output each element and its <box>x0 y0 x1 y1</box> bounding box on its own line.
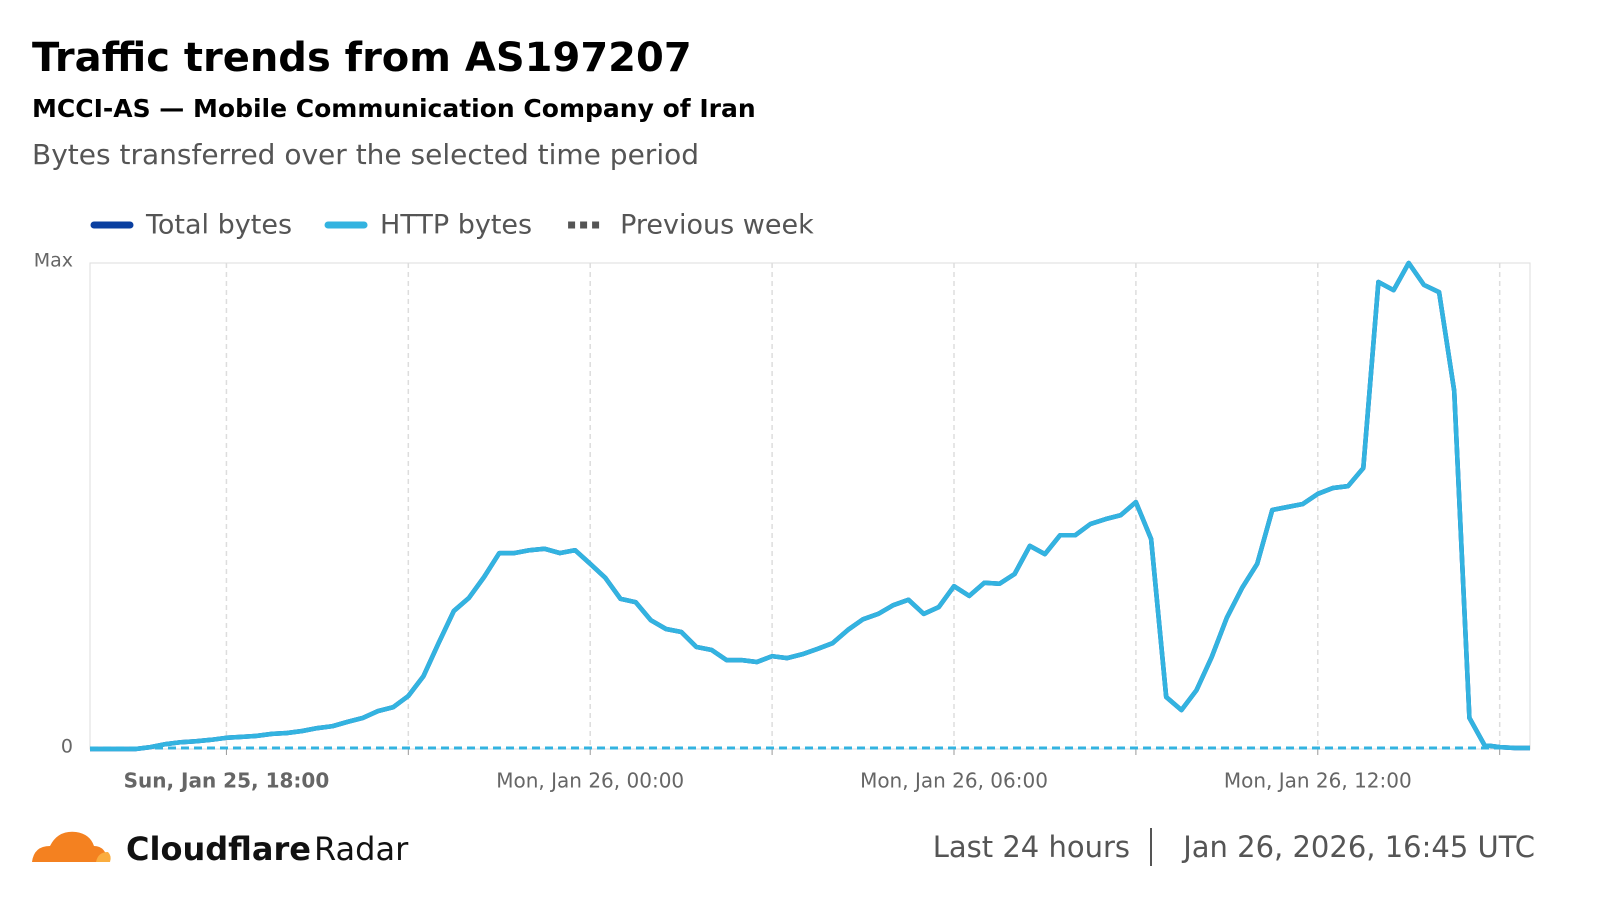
series-line <box>90 260 1530 752</box>
chart-description: Bytes transferred over the selected time… <box>32 138 699 171</box>
brand: Cloudflare <box>126 830 311 868</box>
product: Radar <box>314 830 409 868</box>
legend-label[interactable]: Total bytes <box>145 210 292 241</box>
chart-title: Traffic trends from AS197207 <box>32 35 692 81</box>
chart-subtitle: MCCI-AS — Mobile Communication Company o… <box>32 94 756 123</box>
time-range: Last 24 hours <box>933 830 1130 864</box>
timestamp: Jan 26, 2026, 16:45 UTC <box>1181 830 1535 864</box>
y-tick-label: 0 <box>61 736 73 758</box>
y-tick-label: Max <box>34 250 73 272</box>
x-tick-label: Sun, Jan 25, 18:00 <box>124 769 330 793</box>
plot-frame <box>89 262 1531 750</box>
logo <box>32 831 111 862</box>
x-tick-label: Mon, Jan 26, 12:00 <box>1224 769 1412 793</box>
x-tick-label: Mon, Jan 26, 00:00 <box>496 769 684 793</box>
legend-label[interactable]: HTTP bytes <box>380 210 532 241</box>
legend-label[interactable]: Previous week <box>620 210 814 241</box>
x-tick-label: Mon, Jan 26, 06:00 <box>860 769 1048 793</box>
series-line <box>90 260 1530 752</box>
